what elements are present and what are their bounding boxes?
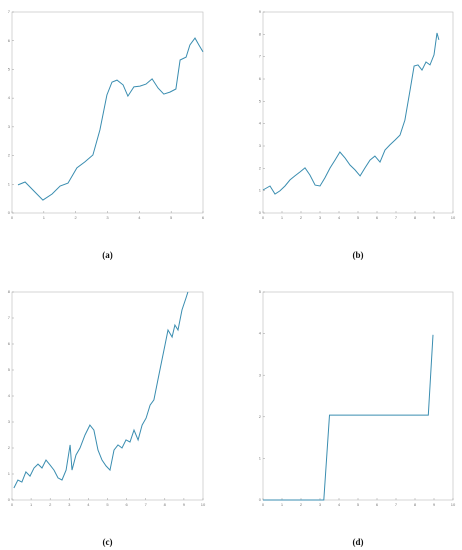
x-tick-label: 7 [395, 502, 398, 507]
x-tick-label: 3 [319, 215, 322, 220]
x-tick-label: 2 [75, 215, 78, 220]
y-tick-label: 1 [259, 455, 262, 460]
x-tick-label: 1 [30, 502, 33, 507]
x-tick-label: 6 [125, 502, 128, 507]
x-tick-label: 0 [262, 215, 265, 220]
panel-caption: (c) [103, 537, 113, 547]
panel-caption: (b) [353, 250, 364, 260]
y-tick-label: 6 [8, 341, 11, 346]
x-tick-label: 9 [433, 215, 436, 220]
y-tick-label: 3 [8, 124, 11, 129]
x-tick-label: 10 [451, 215, 456, 220]
x-tick-label: 10 [201, 502, 206, 507]
y-tick-label: 5 [259, 98, 262, 103]
y-tick-label: 7 [8, 9, 11, 14]
y-tick-label: 1 [8, 181, 11, 186]
data-line [262, 32, 440, 195]
x-tick-label: 2 [49, 502, 52, 507]
x-tick-label: 1 [281, 215, 284, 220]
data-line [13, 291, 189, 489]
x-tick-label: 2 [300, 502, 303, 507]
panel-caption: (d) [353, 537, 364, 547]
x-tick-label: 3 [68, 502, 71, 507]
x-tick-label: 0 [11, 502, 14, 507]
y-tick-label: 0 [259, 497, 262, 502]
y-tick-label: 9 [259, 9, 262, 14]
x-tick-label: 10 [451, 502, 456, 507]
x-tick-label: 7 [395, 215, 398, 220]
y-tick-label: 6 [8, 38, 11, 43]
y-tick-label: 0 [8, 210, 11, 215]
x-tick-label: 4 [338, 215, 341, 220]
y-tick-label: 0 [259, 210, 262, 215]
x-tick-label: 6 [376, 215, 379, 220]
data-line [17, 37, 204, 201]
x-tick-label: 8 [164, 502, 167, 507]
y-tick-label: 3 [259, 372, 262, 377]
x-tick-label: 4 [87, 502, 90, 507]
y-tick-label: 2 [8, 153, 11, 158]
x-tick-label: 9 [433, 502, 436, 507]
plot-frame [11, 11, 204, 214]
x-tick-label: 0 [262, 502, 265, 507]
data-line [263, 334, 434, 501]
x-tick-label: 5 [357, 502, 360, 507]
y-tick-label: 4 [259, 121, 262, 126]
x-tick-label: 7 [145, 502, 148, 507]
x-tick-label: 5 [357, 215, 360, 220]
y-tick-label: 5 [8, 66, 11, 71]
plot-frame [262, 291, 454, 501]
x-tick-label: 6 [376, 502, 379, 507]
plot-frame [11, 291, 204, 501]
x-tick-label: 4 [138, 215, 141, 220]
x-tick-label: 1 [281, 502, 284, 507]
x-tick-label: 0 [11, 215, 14, 220]
y-tick-label: 5 [8, 367, 11, 372]
x-tick-label: 3 [319, 502, 322, 507]
y-tick-label: 2 [8, 445, 11, 450]
x-tick-label: 8 [414, 215, 417, 220]
y-tick-label: 8 [8, 289, 11, 294]
x-tick-label: 6 [202, 215, 205, 220]
y-tick-label: 1 [8, 471, 11, 476]
y-tick-label: 6 [259, 76, 262, 81]
y-tick-label: 3 [8, 419, 11, 424]
y-tick-label: 4 [259, 331, 262, 336]
y-tick-label: 1 [259, 188, 262, 193]
x-tick-label: 5 [170, 215, 173, 220]
plot-frame [262, 11, 454, 214]
x-tick-label: 2 [300, 215, 303, 220]
panel-caption: (a) [102, 250, 113, 260]
x-tick-label: 8 [414, 502, 417, 507]
y-tick-label: 0 [8, 497, 11, 502]
x-tick-label: 3 [106, 215, 109, 220]
y-tick-label: 2 [259, 165, 262, 170]
x-tick-label: 1 [43, 215, 46, 220]
x-tick-label: 9 [183, 502, 186, 507]
y-tick-label: 5 [259, 289, 262, 294]
y-tick-label: 3 [259, 143, 262, 148]
x-tick-label: 5 [106, 502, 109, 507]
y-tick-label: 8 [259, 31, 262, 36]
x-tick-label: 4 [338, 502, 341, 507]
y-tick-label: 7 [259, 54, 262, 59]
y-tick-label: 4 [8, 393, 11, 398]
y-tick-label: 2 [259, 414, 262, 419]
y-tick-label: 7 [8, 315, 11, 320]
y-tick-label: 4 [8, 95, 11, 100]
